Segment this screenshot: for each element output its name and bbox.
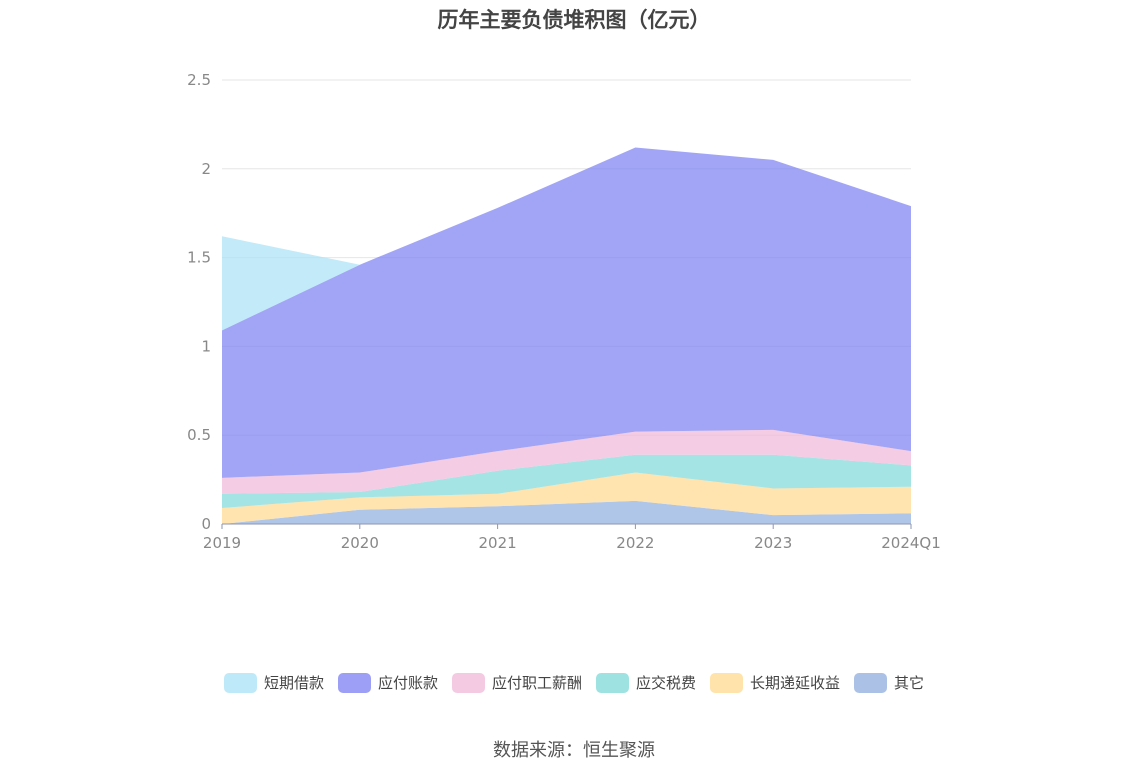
legend-label: 应付账款 xyxy=(377,674,438,692)
legend-item[interactable]: 其它 xyxy=(854,672,924,693)
legend-label: 应付职工薪酬 xyxy=(491,674,582,692)
legend-item[interactable]: 长期递延收益 xyxy=(710,672,840,693)
x-tick-label: 2024Q1 xyxy=(881,534,941,552)
legend-label: 应交税费 xyxy=(636,674,697,692)
x-tick-label: 2019 xyxy=(203,534,241,552)
chart-title: 历年主要负债堆积图（亿元） xyxy=(437,8,711,32)
legend-label: 其它 xyxy=(894,674,925,692)
y-tick-label: 0.5 xyxy=(187,426,211,444)
area-其它 xyxy=(222,500,911,524)
legend-swatch xyxy=(854,672,888,693)
legend-item[interactable]: 应交税费 xyxy=(596,672,696,693)
area-应付职工薪酬 xyxy=(222,429,911,494)
legend-swatch xyxy=(710,672,744,693)
area-长期递延收益 xyxy=(222,472,911,524)
data-source: 数据来源：恒生聚源 xyxy=(493,740,655,761)
x-tick-label: 2022 xyxy=(616,534,654,552)
legend-item[interactable]: 短期借款 xyxy=(223,672,324,693)
legend: 短期借款 应付账款 应付职工薪酬 应交税费 长期递延收益 其它 xyxy=(0,672,1148,693)
legend-swatch xyxy=(451,672,485,693)
y-tick-label: 0 xyxy=(201,515,211,533)
y-tick-label: 1 xyxy=(201,337,211,355)
legend-label: 长期递延收益 xyxy=(750,674,841,692)
area-series xyxy=(222,147,911,524)
legend-swatch xyxy=(596,672,629,693)
legend-item[interactable]: 应付职工薪酬 xyxy=(451,672,582,693)
y-tick-label: 2 xyxy=(201,160,211,178)
legend-label: 短期借款 xyxy=(263,674,324,692)
x-tick-label: 2020 xyxy=(341,534,379,552)
legend-swatch xyxy=(223,672,257,693)
area-应付账款 xyxy=(222,147,911,478)
x-tick-label: 2021 xyxy=(479,534,517,552)
legend-swatch xyxy=(337,672,371,693)
legend-item[interactable]: 应付账款 xyxy=(337,672,438,693)
area-应交税费 xyxy=(222,454,911,509)
y-tick-label: 2.5 xyxy=(187,71,211,89)
axes: 0 0.5 1 1.5 2 2.5 2019 2020 2021 2022 2023 2024Q1 xyxy=(187,71,941,552)
x-tick-label: 2023 xyxy=(754,534,792,552)
stacked-area-chart: 0 0.5 1 1.5 2 2.5 2019 2020 2021 2022 2023 2024Q1 xyxy=(187,71,941,552)
y-tick-label: 1.5 xyxy=(187,249,211,267)
